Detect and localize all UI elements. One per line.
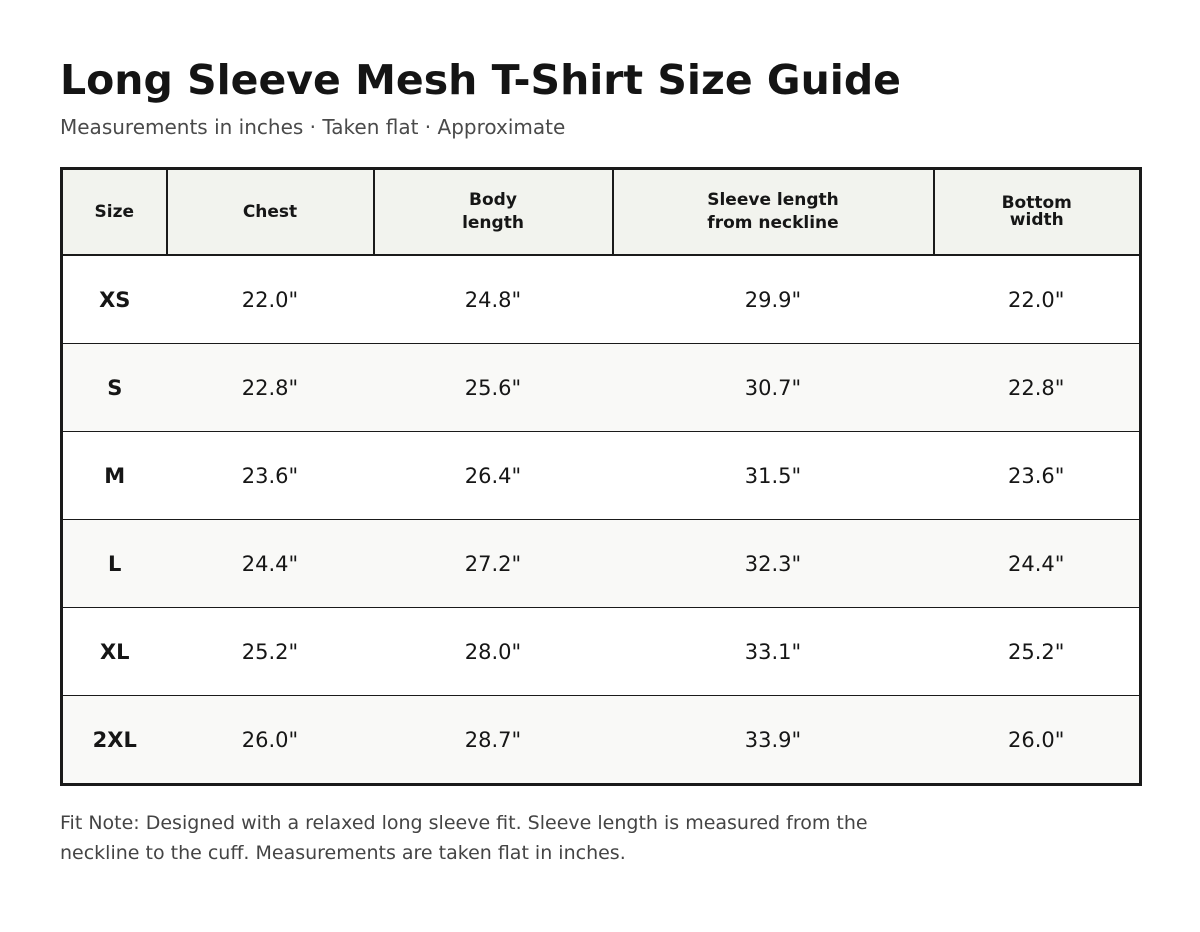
fit-note: Fit Note: Designed with a relaxed long s… — [60, 812, 868, 864]
sleeve-length-cell: 29.9" — [612, 255, 934, 344]
chest-cell: 22.8" — [166, 343, 374, 432]
size-cell: XL — [61, 607, 167, 696]
chest-cell: 23.6" — [166, 431, 374, 520]
body-length-cell: 24.8" — [373, 255, 613, 344]
size-cell: 2XL — [61, 695, 167, 785]
column-header-bottom-width-line1: Bottom — [1001, 193, 1072, 213]
sleeve-length-cell: 33.1" — [612, 607, 934, 696]
body-length-cell: 27.2" — [373, 519, 613, 608]
column-header-size: Size — [61, 168, 167, 256]
size-cell: S — [61, 343, 167, 432]
column-header-sleeve-length-line1: Sleeve length — [707, 190, 839, 210]
column-header-body-length: Body length — [372, 168, 613, 256]
sleeve-length-cell: 31.5" — [612, 431, 934, 520]
column-header-bottom-width: Bottom width — [932, 168, 1141, 256]
column-header-sleeve-length-line2: from neckline — [707, 213, 839, 233]
body-length-cell: 28.7" — [373, 695, 613, 785]
bottom-width-cell: 23.6" — [933, 431, 1141, 520]
body-length-cell: 26.4" — [373, 431, 613, 520]
body-length-cell: 28.0" — [373, 607, 613, 696]
table-body: XS 22.0" 24.8" 29.9" 22.0" S 22.8" 25.6"… — [61, 255, 1141, 785]
bottom-width-cell: 24.4" — [933, 519, 1141, 608]
column-header-sleeve-length: Sleeve length from neckline — [611, 168, 934, 256]
bottom-width-cell: 25.2" — [933, 607, 1141, 696]
chest-cell: 25.2" — [166, 607, 374, 696]
chest-cell: 22.0" — [166, 255, 374, 344]
page-title: Long Sleeve Mesh T-Shirt Size Guide — [60, 56, 901, 104]
table-row: M 23.6" 26.4" 31.5" 23.6" — [61, 431, 1141, 520]
chest-cell: 26.0" — [166, 695, 374, 785]
page-subtitle: Measurements in inches · Taken flat · Ap… — [60, 115, 566, 139]
bottom-width-cell: 26.0" — [933, 695, 1141, 785]
column-header-bottom-width-line2: width — [1009, 210, 1064, 230]
sleeve-length-cell: 30.7" — [612, 343, 934, 432]
column-header-body-length-line2: length — [462, 213, 524, 233]
table-row: XL 25.2" 28.0" 33.1" 25.2" — [61, 607, 1141, 696]
bottom-width-cell: 22.8" — [933, 343, 1141, 432]
table-row: L 24.4" 27.2" 32.3" 24.4" — [61, 519, 1141, 608]
column-header-body-length-line1: Body — [469, 190, 517, 210]
size-chart-table: Size Chest Body length Sleeve length from … — [60, 167, 1142, 786]
bottom-width-cell: 22.0" — [933, 255, 1141, 344]
sleeve-length-cell: 33.9" — [612, 695, 934, 785]
column-header-chest-label: Chest — [242, 201, 298, 222]
table-header: Size Chest Body length Sleeve length from … — [61, 168, 1141, 256]
size-cell: M — [61, 431, 167, 520]
column-header-chest: Chest — [165, 168, 374, 256]
table-row: 2XL 26.0" 28.7" 33.9" 26.0" — [61, 695, 1141, 785]
column-header-size-label: Size — [94, 201, 135, 222]
sleeve-length-cell: 32.3" — [612, 519, 934, 608]
table-row: XS 22.0" 24.8" 29.9" 22.0" — [61, 255, 1141, 344]
header-row: Size Chest Body length Sleeve length from … — [61, 168, 1141, 256]
body-length-cell: 25.6" — [373, 343, 613, 432]
size-cell: XS — [61, 255, 167, 344]
size-cell: L — [61, 519, 167, 608]
chest-cell: 24.4" — [166, 519, 374, 608]
table-row: S 22.8" 25.6" 30.7" 22.8" — [61, 343, 1141, 432]
